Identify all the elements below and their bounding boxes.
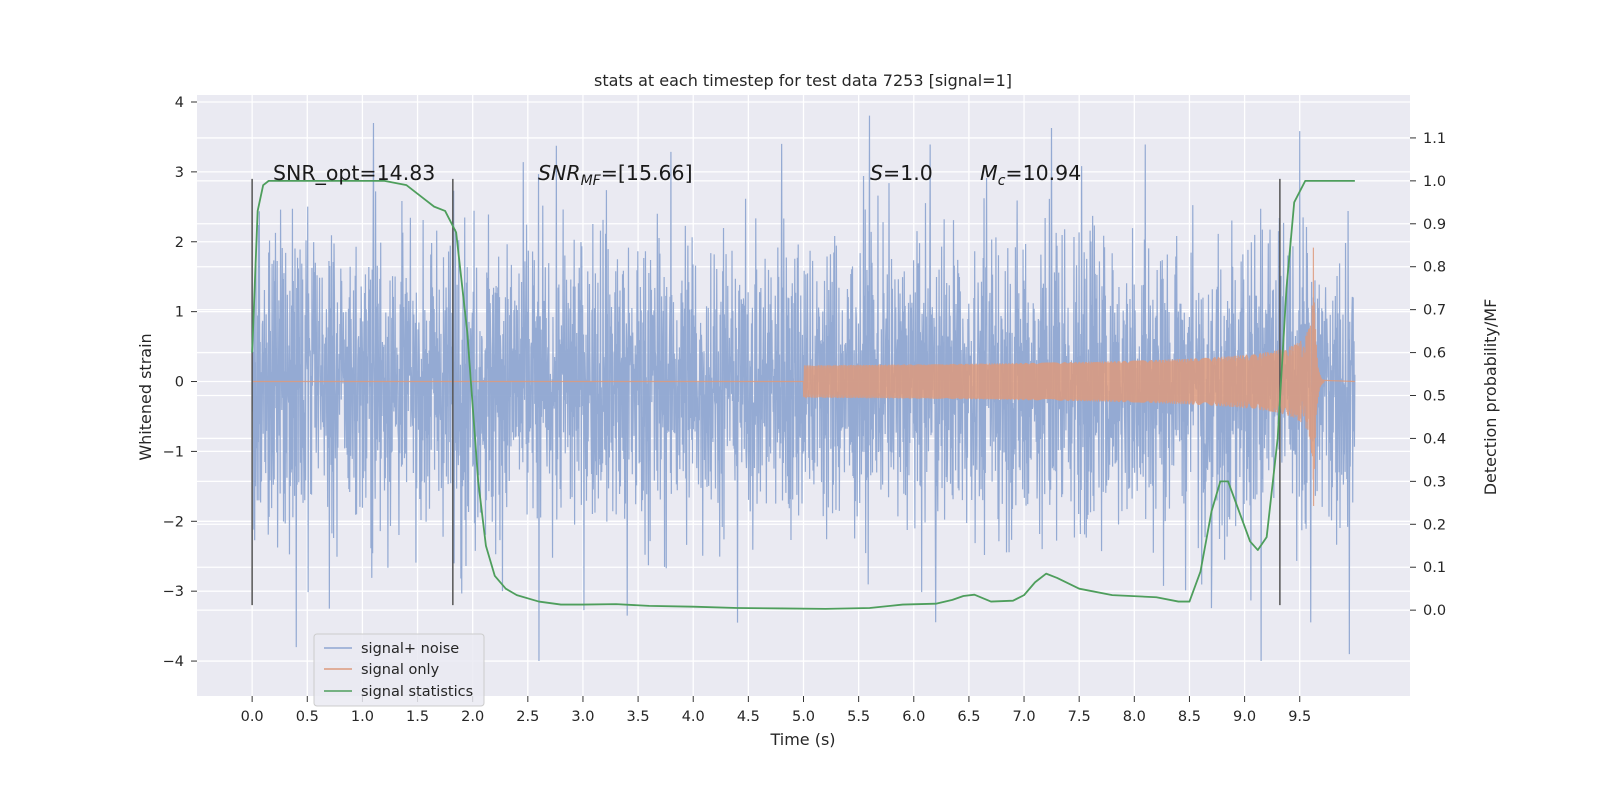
- snr-mf-subscript: MF: [581, 173, 602, 189]
- s-symbol: S: [870, 161, 883, 185]
- y-tick-label: −2: [163, 514, 184, 530]
- y2-tick-label: 1.1: [1423, 131, 1446, 147]
- x-tick-label: 5.0: [792, 709, 815, 725]
- mc-value: =10.94: [1005, 161, 1081, 185]
- y2-tick-label: 0.6: [1423, 346, 1446, 362]
- y-axis-label: Whitened strain: [136, 333, 155, 460]
- snr-mf-value: =[15.66]: [601, 161, 693, 185]
- y-tick-label: 3: [175, 165, 184, 181]
- y2-axis-ticks: 0.0 0.1 0.2 0.3 0.4 0.5 0.6 0.7 0.8 0.9 1.0 1.1: [1410, 131, 1446, 619]
- y-tick-label: 4: [175, 95, 184, 111]
- y2-tick-label: 0.1: [1423, 560, 1446, 576]
- x-tick-label: 3.0: [571, 709, 594, 725]
- y2-tick-label: 0.7: [1423, 303, 1446, 319]
- snr-opt-annotation: SNR_opt=14.83: [273, 161, 435, 186]
- mc-annotation: Mc=10.94: [980, 161, 1081, 189]
- x-tick-label: 4.5: [737, 709, 760, 725]
- x-tick-label: 5.5: [847, 709, 870, 725]
- signal-noise-series: [251, 115, 1356, 662]
- x-tick-label: 1.5: [406, 709, 429, 725]
- x-tick-label: 6.0: [902, 709, 925, 725]
- y-tick-label: 2: [175, 235, 184, 251]
- y-tick-label: 1: [175, 305, 184, 321]
- y2-tick-label: 0.8: [1423, 260, 1446, 276]
- y-tick-label: −3: [163, 584, 184, 600]
- y2-tick-label: 1.0: [1423, 174, 1446, 190]
- snr-mf-annotation: SNRMF=[15.66]: [538, 161, 693, 189]
- s-value: =1.0: [883, 161, 933, 185]
- signal-statistics-line: [251, 179, 1355, 610]
- s-annotation: S=1.0: [870, 161, 933, 185]
- y2-tick-label: 0.5: [1423, 389, 1446, 405]
- signal-statistics-series: [251, 179, 1355, 610]
- y2-axis-label: Detection probability/MF: [1481, 299, 1500, 496]
- mc-symbol: M: [980, 161, 998, 185]
- x-tick-label: 6.5: [957, 709, 980, 725]
- x-tick-label: 0.5: [296, 709, 319, 725]
- x-tick-label: 2.5: [516, 709, 539, 725]
- legend: signal+ noise signal only signal statist…: [313, 633, 485, 707]
- x-tick-label: 7.5: [1068, 709, 1091, 725]
- x-axis-label: Time (s): [769, 730, 835, 749]
- legend-box: [313, 633, 485, 707]
- x-tick-label: 9.0: [1233, 709, 1256, 725]
- legend-label-signal-statistics: signal statistics: [361, 684, 473, 700]
- x-tick-label: 9.5: [1288, 709, 1311, 725]
- x-tick-label: 3.5: [627, 709, 650, 725]
- mc-subscript: c: [998, 173, 1006, 189]
- snr-mf-symbol: SNR: [538, 161, 581, 185]
- x-tick-label: 1.0: [351, 709, 374, 725]
- y2-tick-label: 0.2: [1423, 517, 1446, 533]
- signal-only-series: [252, 247, 1355, 507]
- y-axis-ticks: 4 3 2 1 0 −1 −2 −3 −4: [163, 95, 197, 670]
- y-tick-label: 0: [175, 375, 184, 391]
- x-tick-label: 7.0: [1013, 709, 1036, 725]
- y-tick-label: −1: [163, 444, 184, 460]
- chart-title: stats at each timestep for test data 725…: [594, 71, 1012, 90]
- y2-tick-label: 0.4: [1423, 431, 1446, 447]
- signal-noise-line: [251, 115, 1356, 662]
- x-axis-ticks: 0.0 0.5 1.0 1.5 2.0 2.5 3.0 3.5 4.0 4.5 5.0 5.5 6.0 6…: [241, 696, 1311, 725]
- x-tick-label: 4.0: [682, 709, 705, 725]
- y2-tick-label: 0.9: [1423, 217, 1446, 233]
- y2-tick-label: 0.0: [1423, 603, 1446, 619]
- x-tick-label: 8.5: [1178, 709, 1201, 725]
- y2-tick-label: 0.3: [1423, 474, 1446, 490]
- x-tick-label: 0.0: [241, 709, 264, 725]
- x-tick-label: 8.0: [1123, 709, 1146, 725]
- x-tick-label: 2.0: [461, 709, 484, 725]
- signal-only-line: [252, 247, 1355, 507]
- annotations: SNR_opt=14.83 SNRMF=[15.66] S=1.0 Mc=10.…: [273, 161, 1081, 189]
- legend-label-signal-only: signal only: [361, 662, 440, 678]
- y-tick-label: −4: [163, 654, 184, 670]
- legend-label-signal-noise: signal+ noise: [361, 641, 459, 657]
